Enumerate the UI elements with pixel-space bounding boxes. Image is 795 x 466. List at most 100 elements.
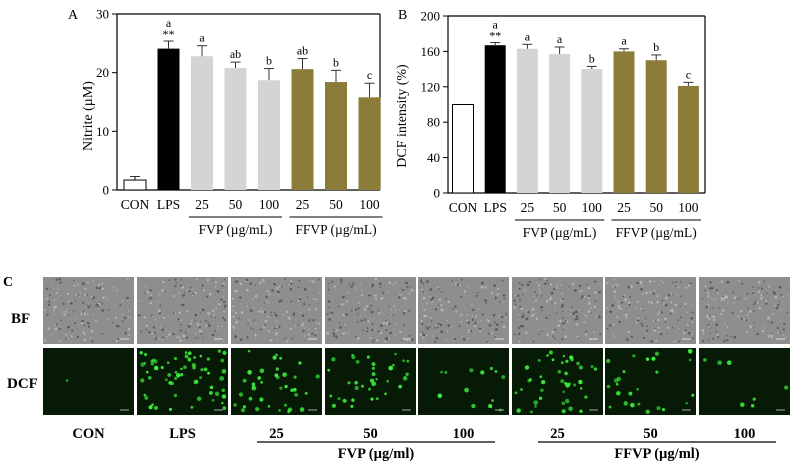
bf-cell <box>620 335 622 337</box>
dcf-cell <box>371 362 376 366</box>
bf-cell <box>588 301 591 305</box>
bf-cell <box>123 316 127 320</box>
bf-cell <box>733 296 737 300</box>
dcf-micrograph <box>137 348 228 415</box>
bf-cell <box>113 286 115 289</box>
bf-cell <box>474 321 477 324</box>
bf-cell <box>551 330 554 334</box>
dcf-cell <box>750 404 755 408</box>
bf-cell <box>643 336 646 339</box>
bf-cell <box>513 333 516 336</box>
dcf-cell <box>355 359 360 364</box>
bf-cell <box>159 304 162 307</box>
bf-cell <box>337 323 339 326</box>
bf-cell <box>276 290 280 294</box>
bf-cell <box>234 335 237 338</box>
bf-cell <box>772 313 775 315</box>
dcf-micrograph <box>418 348 509 415</box>
bf-cell <box>239 296 242 299</box>
bf-cell <box>545 316 548 319</box>
bf-cell <box>158 312 162 315</box>
bf-cell <box>658 284 660 286</box>
bf-cell <box>760 287 764 290</box>
bf-cell <box>77 283 80 286</box>
bf-cell <box>271 289 274 292</box>
bf-cell <box>670 294 672 297</box>
bf-cell <box>440 308 443 312</box>
bf-cell <box>426 302 428 305</box>
dcf-cell <box>530 410 533 414</box>
bf-cell <box>458 325 461 328</box>
bf-cell <box>159 325 162 328</box>
bf-cell <box>423 309 426 312</box>
bf-cell <box>764 299 768 303</box>
bf-cell <box>223 278 225 280</box>
bf-cell <box>87 313 89 315</box>
bf-cell <box>763 280 766 283</box>
bf-cell <box>538 288 541 291</box>
bf-cell <box>189 286 192 289</box>
bf-cell <box>298 279 301 282</box>
y-tick-label: 80 <box>427 115 440 130</box>
dcf-cell <box>176 373 181 378</box>
bf-cell <box>587 294 591 298</box>
group-letter-label: b <box>589 51 595 65</box>
bf-cell <box>67 326 70 329</box>
bf-cell <box>399 293 401 296</box>
bf-cell <box>654 320 657 322</box>
dcf-cell <box>569 355 574 360</box>
bf-cell <box>400 294 403 296</box>
bf-cell <box>377 309 379 312</box>
bf-cell <box>138 290 141 292</box>
bf-cell <box>461 335 463 337</box>
dcf-cell <box>279 386 283 390</box>
group-letter-label: a <box>621 34 627 48</box>
bf-cell <box>577 337 580 339</box>
bf-cell <box>648 280 652 283</box>
bf-cell <box>73 284 76 287</box>
bf-cell <box>95 319 97 322</box>
bf-cell <box>260 308 262 310</box>
bf-cell <box>208 324 211 327</box>
bf-cell <box>546 333 550 336</box>
bf-cell <box>715 289 718 291</box>
bf-cell <box>722 295 725 298</box>
bf-cell <box>767 285 771 288</box>
bf-cell <box>538 333 541 335</box>
bf-cell <box>709 281 712 284</box>
dcf-cell <box>351 353 354 357</box>
bf-cell <box>470 303 473 306</box>
bf-cell <box>347 291 349 294</box>
category-label: 50 <box>649 200 663 215</box>
dcf-cell <box>584 395 588 399</box>
dcf-cell <box>444 371 448 374</box>
bf-cell <box>422 279 425 281</box>
category-label: 50 <box>553 200 567 215</box>
bf-cell <box>223 310 226 313</box>
bf-cell <box>365 330 368 333</box>
dcf-cell <box>173 356 178 361</box>
bf-cell <box>235 289 238 293</box>
bf-cell <box>678 328 680 330</box>
bf-cell <box>394 333 396 335</box>
bf-cell <box>688 323 691 325</box>
dcf-cell <box>144 395 149 400</box>
bf-cell <box>67 338 69 340</box>
bf-cell <box>713 299 715 302</box>
bf-cell <box>350 309 353 312</box>
bf-cell <box>657 313 659 316</box>
bf-cell <box>684 286 688 289</box>
bf-cell <box>288 317 291 320</box>
bf-cell <box>222 316 225 319</box>
bf-cell <box>248 319 250 321</box>
bar <box>484 45 506 193</box>
bf-cell <box>438 322 440 325</box>
dcf-cell <box>259 368 265 374</box>
bf-cell <box>81 321 84 325</box>
bf-cell <box>706 291 709 295</box>
group-letter-label: ab <box>297 44 308 58</box>
bf-cell <box>45 287 49 290</box>
bf-cell <box>178 311 182 314</box>
bf-cell <box>342 313 345 317</box>
bf-cell <box>613 336 615 338</box>
